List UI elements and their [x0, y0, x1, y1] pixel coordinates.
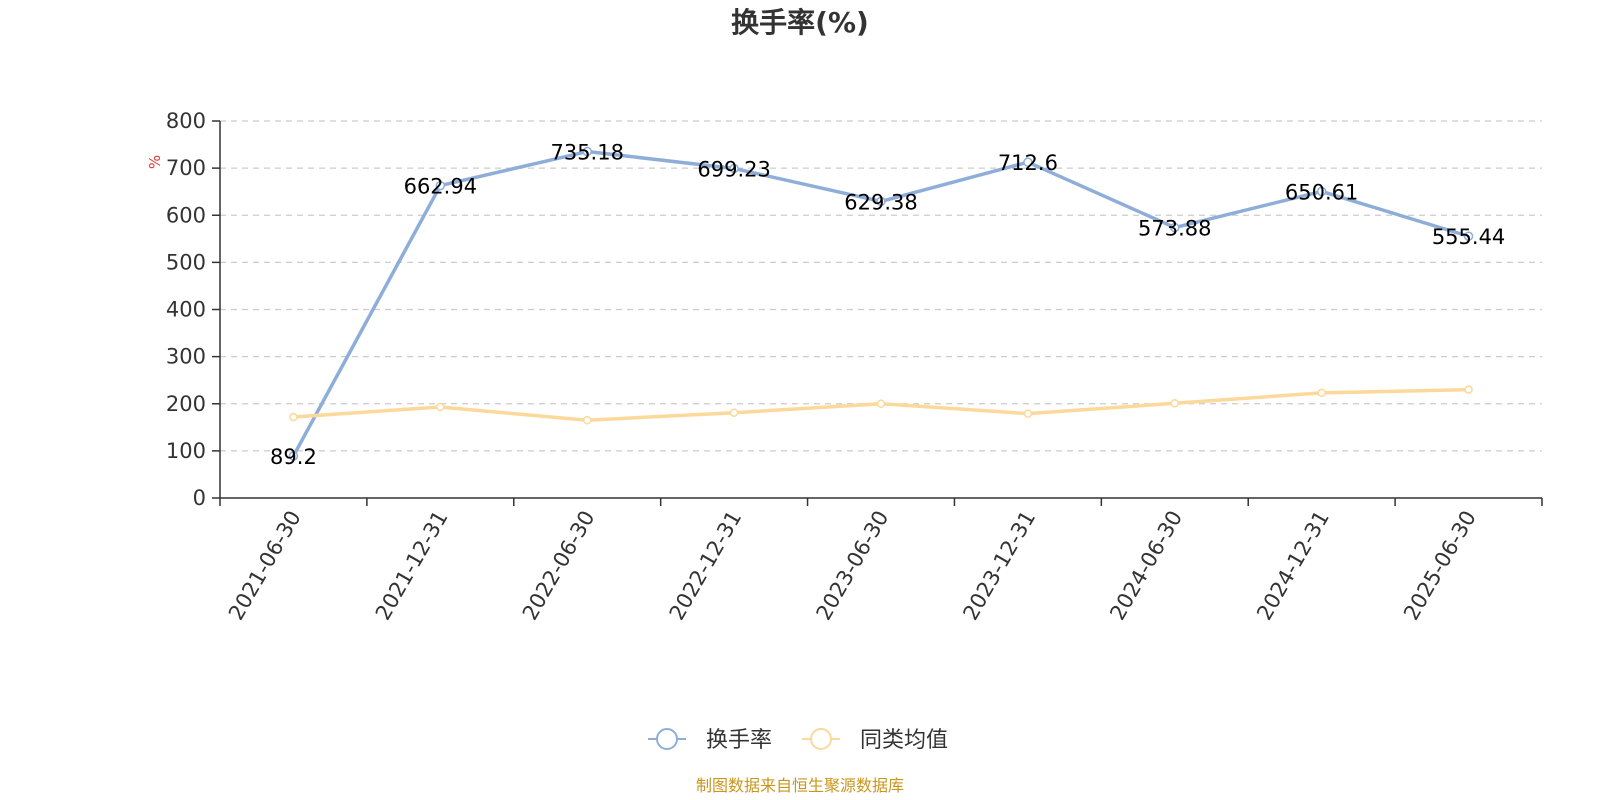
turnover-point[interactable] [288, 451, 299, 461]
x-tick-label: 2024-06-30 [1105, 507, 1187, 625]
legend-item-turnover[interactable]: 换手率 [648, 728, 772, 753]
y-tick-label: 100 [166, 439, 206, 463]
x-tick-label: 2025-06-30 [1399, 507, 1481, 625]
y-tick-label: 500 [166, 250, 206, 274]
turnover-point[interactable] [582, 146, 592, 157]
x-tick-label: 2022-06-30 [518, 507, 600, 625]
turnover-data-label: 573.88 [1138, 217, 1211, 241]
legend-label-turnover: 换手率 [706, 728, 772, 753]
y-tick-label: 300 [166, 345, 206, 369]
peer-average-point[interactable] [1464, 385, 1473, 394]
chart-title: 换手率(%) [731, 6, 869, 39]
x-tick-label: 2021-12-31 [371, 507, 453, 625]
turnover-data-label: 555.44 [1432, 225, 1505, 249]
y-tick-label: 600 [166, 203, 206, 227]
peer-average-point[interactable] [436, 402, 445, 412]
x-tick-label: 2023-12-31 [958, 507, 1040, 625]
turnover-point[interactable] [1463, 231, 1474, 241]
peer-average-point[interactable] [289, 412, 298, 422]
turnover-data-label: 89.2 [270, 445, 317, 469]
peer-average-point[interactable] [729, 408, 739, 417]
x-tick-label: 2024-12-31 [1252, 507, 1334, 625]
peer-average-point[interactable] [582, 415, 592, 425]
legend-marker-peer-average [810, 728, 832, 750]
turnover-data-label: 712.6 [998, 151, 1058, 175]
turnover-data-label: 650.61 [1285, 180, 1358, 204]
turnover-point[interactable] [435, 180, 446, 191]
x-tick-label: 2022-12-31 [665, 507, 747, 625]
legend: 换手率 同类均值 [648, 728, 948, 753]
x-tick-label: 2021-06-30 [224, 507, 306, 625]
legend-label-peer-average: 同类均值 [860, 728, 948, 753]
peer-average-point[interactable] [1023, 409, 1033, 418]
turnover-data-label: 735.18 [550, 141, 623, 165]
turnover-point[interactable] [1316, 186, 1327, 197]
turnover-point[interactable] [876, 196, 886, 207]
turnover-data-label: 699.23 [697, 157, 770, 181]
y-tick-label: 800 [166, 109, 206, 133]
legend-marker-turnover [656, 728, 678, 750]
peer-average-point[interactable] [1170, 399, 1180, 408]
y-tick-label: 200 [166, 392, 206, 416]
y-tick-label: 0 [193, 486, 206, 510]
y-tick-label: 700 [166, 156, 206, 180]
source-note: 制图数据来自恒生聚源数据库 [696, 776, 904, 795]
turnover-point[interactable] [729, 163, 739, 174]
x-tick-label: 2023-06-30 [812, 507, 894, 625]
peer-average-point[interactable] [1317, 388, 1326, 398]
series-lines [288, 146, 1474, 461]
peer-average-point[interactable] [876, 399, 886, 408]
turnover-point[interactable] [1170, 222, 1180, 233]
turnover-data-label: 629.38 [844, 190, 917, 214]
turnover-point[interactable] [1023, 157, 1033, 167]
data-labels: 89.2 662.94 735.18 699.23 629.38 712.6 573.88 6… [270, 141, 1505, 469]
legend-item-peer-average[interactable]: 同类均值 [802, 728, 948, 753]
y-tick-label: 400 [166, 298, 206, 322]
y-axis-unit: % [146, 155, 164, 169]
turnover-data-label: 662.94 [404, 175, 477, 199]
